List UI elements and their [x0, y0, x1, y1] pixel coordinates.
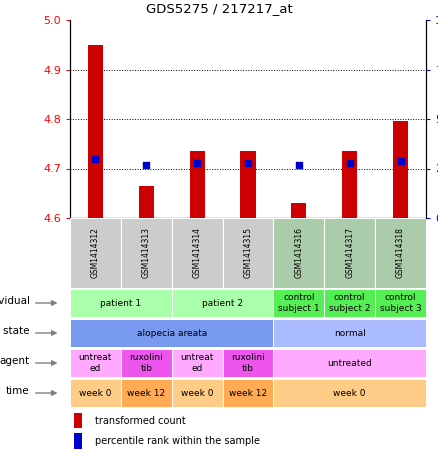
Text: patient 2: patient 2 [202, 299, 243, 308]
Text: GSM1414315: GSM1414315 [244, 227, 252, 279]
Text: untreat
ed: untreat ed [180, 353, 214, 373]
Text: GSM1414313: GSM1414313 [142, 227, 151, 279]
Text: control
subject 1: control subject 1 [278, 293, 320, 313]
Bar [172, 218, 223, 288]
Bar [291, 203, 307, 218]
Bar [273, 289, 324, 317]
Point [346, 159, 353, 166]
Bar [240, 151, 256, 218]
Text: GSM1414318: GSM1414318 [396, 227, 405, 279]
Bar [375, 289, 426, 317]
Bar [190, 151, 205, 218]
Point [92, 155, 99, 162]
Bar [273, 319, 426, 347]
Point [194, 159, 201, 166]
Text: week 0: week 0 [181, 389, 213, 397]
Text: control
subject 3: control subject 3 [380, 293, 421, 313]
Text: disease state: disease state [0, 327, 29, 337]
Text: ruxolini
tib: ruxolini tib [129, 353, 163, 373]
Text: week 0: week 0 [333, 389, 366, 397]
Point [397, 157, 404, 164]
Bar [70, 349, 121, 377]
Bar [121, 379, 172, 407]
Text: control
subject 2: control subject 2 [329, 293, 371, 313]
Text: ruxolini
tib: ruxolini tib [231, 353, 265, 373]
Bar [139, 186, 154, 218]
Text: week 12: week 12 [127, 389, 166, 397]
Text: individual: individual [0, 297, 29, 307]
Bar [324, 289, 375, 317]
Text: GSM1414314: GSM1414314 [193, 227, 201, 279]
Point [244, 159, 251, 166]
Bar [273, 379, 426, 407]
Bar [70, 319, 273, 347]
Text: GSM1414316: GSM1414316 [294, 227, 304, 279]
Text: alopecia areata: alopecia areata [137, 328, 207, 337]
Text: week 12: week 12 [229, 389, 267, 397]
Point [143, 161, 150, 168]
Bar [70, 218, 121, 288]
Text: percentile rank within the sample: percentile rank within the sample [95, 436, 260, 446]
Bar [324, 218, 375, 288]
Bar [375, 218, 426, 288]
Bar [74, 413, 82, 428]
Bar [273, 218, 324, 288]
Text: week 0: week 0 [79, 389, 112, 397]
Bar [70, 379, 121, 407]
Text: untreated: untreated [327, 358, 372, 367]
Text: transformed count: transformed count [95, 415, 186, 426]
Text: patient 1: patient 1 [100, 299, 141, 308]
Bar [121, 349, 172, 377]
Bar [223, 349, 273, 377]
Bar [223, 379, 273, 407]
Bar [172, 289, 273, 317]
Text: normal: normal [334, 328, 366, 337]
Bar [121, 218, 172, 288]
Bar [342, 151, 357, 218]
Bar [273, 349, 426, 377]
Text: agent: agent [0, 357, 29, 366]
Bar [223, 218, 273, 288]
Bar [172, 379, 223, 407]
Text: GSM1414317: GSM1414317 [345, 227, 354, 279]
Bar [74, 433, 82, 448]
Bar [393, 121, 408, 218]
Text: untreat
ed: untreat ed [79, 353, 112, 373]
Bar [70, 289, 172, 317]
Point [295, 161, 302, 168]
Text: time: time [6, 386, 29, 396]
Text: GDS5275 / 217217_at: GDS5275 / 217217_at [145, 2, 293, 15]
Text: GSM1414312: GSM1414312 [91, 227, 100, 279]
Bar [88, 45, 103, 218]
Bar [172, 349, 223, 377]
